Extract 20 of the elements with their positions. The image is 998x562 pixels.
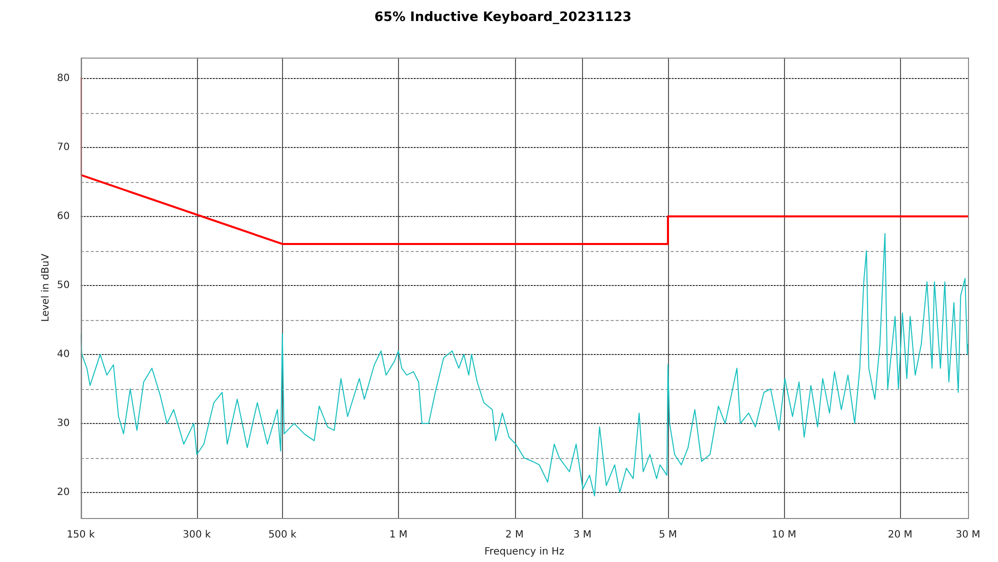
x-tick-label: 30 M — [956, 530, 980, 541]
x-tick-label: 3 M — [573, 530, 592, 541]
y-tick-label: 30 — [56, 418, 70, 430]
chart-title: 65% Inductive Keyboard_20231123 — [374, 10, 632, 26]
y-tick-label: 60 — [56, 210, 70, 222]
y-tick-label: 20 — [56, 487, 70, 498]
x-tick-label: 2 M — [505, 530, 524, 541]
x-tick-label: 500 k — [268, 530, 297, 541]
y-axis-title: Level in dBuV — [40, 254, 52, 322]
x-tick-label: 1 M — [389, 530, 408, 541]
x-axis-title: Frequency in Hz — [484, 546, 564, 558]
x-tick-label: 20 M — [888, 530, 912, 541]
y-tick-label: 50 — [56, 280, 70, 291]
y-tick-label: 40 — [56, 349, 70, 360]
x-tick-label: 10 M — [772, 530, 796, 541]
x-tick-label: 300 k — [182, 530, 212, 541]
x-tick-label: 5 M — [658, 530, 678, 541]
y-tick-label: 80 — [56, 72, 70, 84]
x-tick-label: 150 k — [66, 530, 95, 541]
y-tick-label: 70 — [56, 142, 70, 153]
